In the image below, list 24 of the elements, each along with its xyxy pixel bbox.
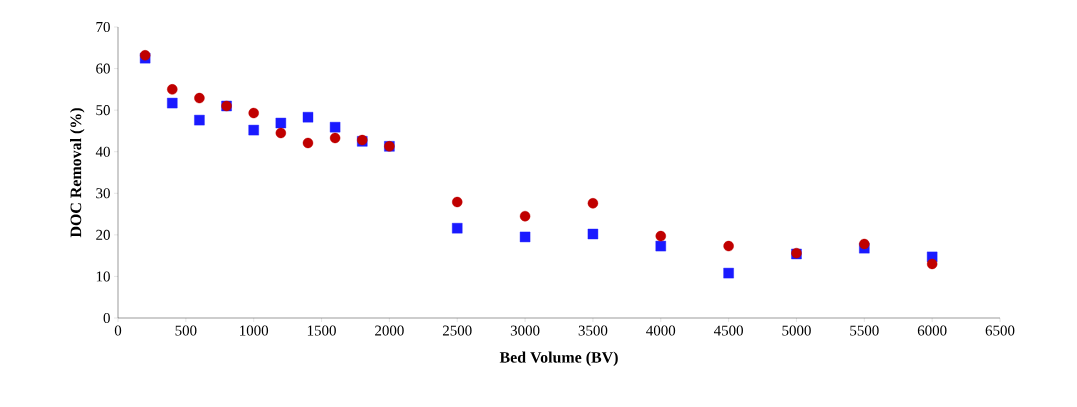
y-tick-label: 30: [96, 188, 110, 199]
x-tick-label: 5500: [850, 325, 879, 336]
x-tick-label: 500: [175, 325, 197, 336]
y-tick-label: 70: [96, 21, 110, 33]
y-axis-title: DOC Removal (%): [70, 108, 85, 238]
x-tick-label: 0: [114, 325, 122, 336]
x-tick-label: 2500: [442, 325, 472, 336]
x-tick-label: 4500: [713, 325, 743, 336]
x-axis-title: Bed Volume (BV): [499, 351, 618, 366]
y-tick-label: 60: [96, 63, 110, 74]
y-tick-label: 10: [96, 271, 110, 282]
y-tick-label: 40: [95, 146, 110, 157]
x-tick-label: 1500: [307, 325, 336, 336]
x-tick-label: 6000: [917, 325, 947, 336]
x-tick-label: 5000: [782, 325, 811, 336]
x-tick-label: 1000: [240, 325, 269, 336]
y-tick-label: 20: [96, 229, 110, 240]
x-tick-label: 6500: [985, 325, 1015, 336]
x-tick-label: 3500: [578, 325, 608, 336]
y-tick-label: 0: [103, 312, 110, 324]
x-tick-label: 3000: [510, 325, 540, 336]
x-tick-label: 2000: [375, 325, 404, 336]
x-tick-label: 4000: [646, 325, 676, 336]
y-tick-label: 50: [96, 105, 110, 116]
